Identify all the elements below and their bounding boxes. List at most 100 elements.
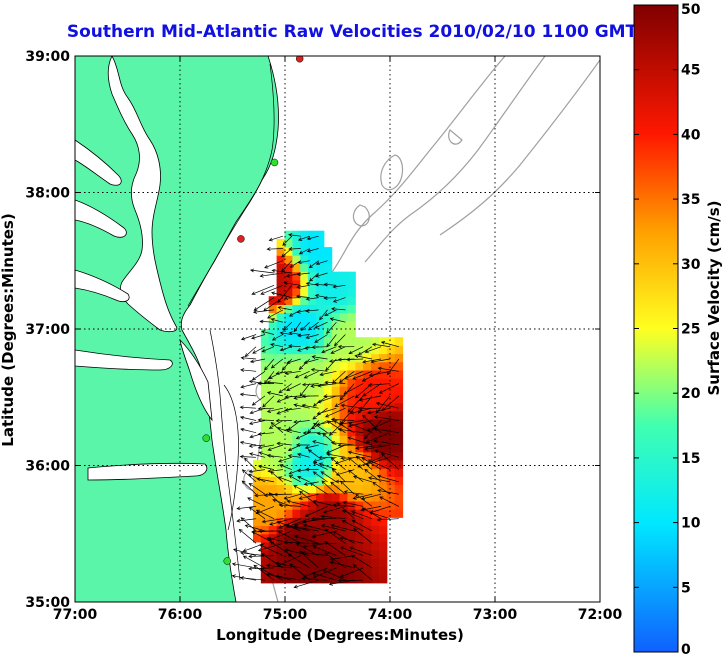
velocity-vector — [269, 518, 292, 526]
velocity-cell — [386, 468, 396, 477]
velocity-vector — [289, 260, 301, 268]
velocity-cell — [268, 394, 278, 404]
velocity-cell — [386, 419, 396, 428]
velocity-cell — [292, 550, 301, 559]
velocity-vector — [257, 381, 275, 386]
velocity-vector — [239, 392, 257, 397]
velocity-vector — [332, 297, 346, 303]
velocity-cell — [347, 509, 356, 518]
velocity-vector — [251, 371, 266, 381]
velocity-vector — [271, 334, 284, 341]
velocity-cell — [386, 386, 396, 396]
velocity-vector — [248, 473, 266, 483]
velocity-vector — [347, 436, 373, 446]
velocity-vector — [323, 394, 346, 399]
velocity-vector — [326, 334, 337, 348]
velocity-cell — [363, 492, 372, 502]
velocity-cell — [323, 296, 333, 305]
velocity-vector — [352, 475, 373, 483]
velocity-vector — [297, 235, 310, 241]
velocity-vector — [352, 370, 373, 380]
velocity-vector — [373, 439, 399, 446]
velocity-cell — [394, 419, 404, 428]
velocity-vector — [277, 285, 293, 304]
velocity-vector — [319, 370, 337, 377]
velocity-cell — [268, 517, 278, 527]
velocity-vector — [353, 528, 373, 544]
velocity-cell — [339, 329, 348, 338]
velocity-cell — [331, 386, 341, 396]
velocity-vector — [324, 407, 346, 418]
velocity-vector — [330, 346, 346, 354]
velocity-cell — [300, 279, 309, 289]
velocity-vector — [312, 471, 328, 483]
velocity-cell — [284, 541, 293, 551]
velocity-vector — [357, 346, 373, 356]
velocity-cell — [284, 353, 293, 363]
velocity-cell — [347, 279, 356, 289]
velocity-vector — [318, 462, 337, 470]
velocity-vector — [302, 431, 319, 435]
velocity-cell — [323, 271, 333, 281]
velocity-cell — [371, 550, 380, 559]
velocity-cell — [292, 541, 301, 551]
velocity-cell — [308, 476, 317, 486]
velocity-vector — [248, 420, 266, 426]
velocity-cell — [308, 378, 317, 387]
velocity-cell — [378, 435, 388, 445]
velocity-cell — [331, 329, 341, 338]
velocity-cell — [323, 410, 333, 420]
velocity-cell — [260, 345, 270, 355]
y-tick-label: 37:00 — [25, 322, 70, 338]
velocity-cell — [339, 443, 348, 453]
velocity-cell — [292, 353, 301, 363]
velocity-vector — [297, 475, 310, 483]
velocity-cell — [363, 500, 372, 510]
velocity-cell — [347, 435, 356, 445]
velocity-cell — [252, 492, 262, 502]
velocity-cell — [315, 369, 325, 379]
velocity-cell — [386, 443, 396, 453]
velocity-vector — [355, 444, 382, 450]
gridlines — [75, 56, 600, 602]
velocity-vector — [365, 432, 391, 443]
velocity-cell — [347, 574, 356, 584]
velocity-cell — [276, 427, 285, 436]
velocity-vector — [320, 514, 346, 520]
velocity-vector — [297, 260, 310, 265]
velocity-cell — [268, 558, 278, 568]
velocity-vector — [251, 334, 266, 340]
velocity-cell — [378, 386, 388, 396]
velocity-vector — [301, 403, 319, 409]
velocity-cell — [339, 533, 348, 543]
velocity-cell — [378, 566, 388, 576]
velocity-cell — [331, 312, 341, 322]
velocity-vector — [320, 471, 337, 483]
velocity-cell — [292, 443, 301, 453]
velocity-vector — [376, 474, 399, 483]
velocity-cell — [308, 410, 317, 420]
velocity-cell — [276, 541, 285, 551]
velocity-cell — [378, 460, 388, 469]
velocity-vector — [334, 395, 355, 407]
velocity-cell — [378, 541, 388, 551]
velocity-vector — [241, 469, 257, 483]
velocity-cell — [300, 263, 309, 273]
velocity-cell — [308, 320, 317, 330]
velocity-cell — [284, 361, 293, 371]
velocity-cell — [260, 525, 270, 535]
velocity-cell — [292, 271, 301, 281]
velocity-vector — [254, 493, 275, 498]
velocity-cell — [371, 574, 380, 584]
velocity-cell — [347, 378, 356, 387]
velocity-vector — [279, 331, 292, 336]
velocity-cell — [308, 271, 317, 281]
velocity-cell — [300, 361, 309, 371]
velocity-cell — [315, 419, 325, 428]
velocity-cell — [331, 279, 341, 289]
velocity-cell — [339, 566, 348, 576]
velocity-vector — [377, 488, 399, 495]
velocity-vector — [240, 427, 257, 434]
velocity-cell — [347, 312, 356, 322]
velocity-cell — [323, 500, 333, 510]
